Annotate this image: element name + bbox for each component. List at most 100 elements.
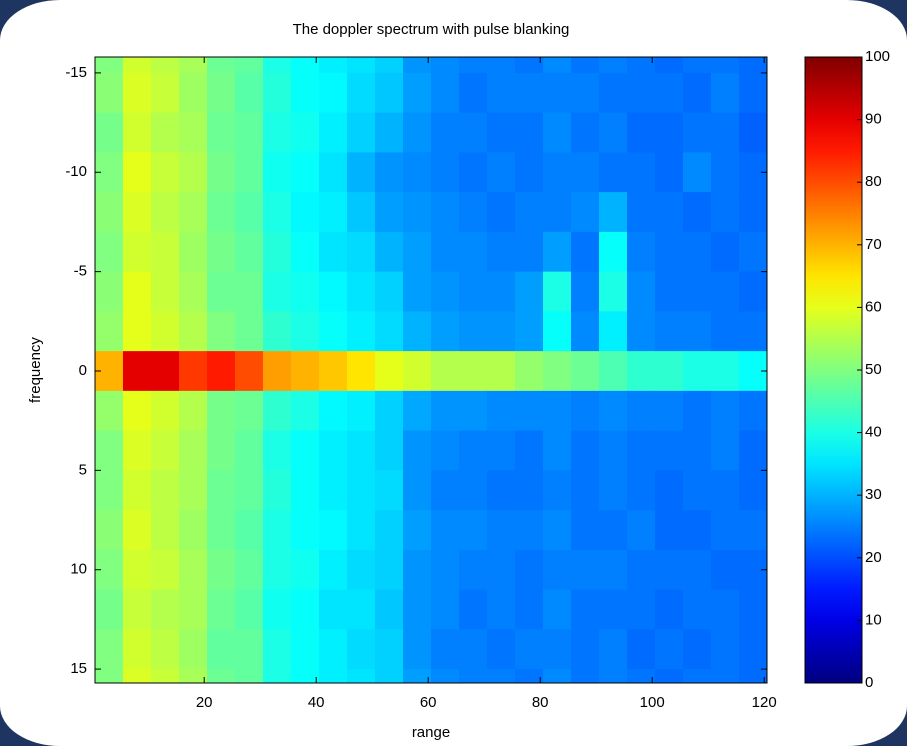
heatmap-cell	[543, 152, 572, 193]
heatmap-cell	[95, 669, 124, 683]
heatmap-cell	[347, 231, 376, 273]
heatmap-cell	[487, 112, 516, 153]
heatmap-cell	[515, 351, 544, 392]
heatmap-cell	[291, 57, 320, 74]
heatmap-cell	[347, 72, 376, 114]
heatmap-cell	[627, 231, 656, 273]
heatmap-cell	[319, 57, 348, 74]
heatmap-cell	[123, 390, 152, 432]
heatmap-cell	[235, 470, 264, 511]
heatmap-cell	[347, 57, 376, 74]
heatmap-cell	[459, 192, 488, 233]
heatmap-cell	[179, 669, 208, 683]
heatmap-cell	[711, 57, 740, 74]
heatmap-cell	[571, 549, 600, 591]
heatmap-cell	[515, 72, 544, 114]
heatmap-cell	[151, 549, 180, 591]
heatmap-cell	[431, 510, 460, 551]
heatmap-cell	[655, 589, 684, 630]
heatmap-cell	[347, 271, 376, 312]
heatmap-cell	[123, 351, 152, 392]
colorbar-tick-label: 20	[865, 549, 882, 566]
y-tick-label: -15	[65, 64, 87, 81]
heatmap-cell	[599, 470, 628, 511]
heatmap-cell	[599, 629, 628, 670]
heatmap-cell	[599, 510, 628, 551]
heatmap-cell	[459, 57, 488, 74]
heatmap-cell	[403, 470, 432, 511]
heatmap-cell	[151, 72, 180, 114]
heatmap-cell	[235, 152, 264, 193]
heatmap-cell	[179, 430, 208, 471]
heatmap-cell	[459, 470, 488, 511]
heatmap-cell	[515, 549, 544, 591]
heatmap-cell	[123, 589, 152, 630]
heatmap-cell	[263, 231, 292, 273]
heatmap-cell	[571, 311, 600, 352]
heatmap-cell	[151, 470, 180, 511]
heatmap-cell	[683, 510, 712, 551]
heatmap-cell	[683, 152, 712, 193]
heatmap-cell	[123, 192, 152, 233]
heatmap-cell	[375, 311, 404, 352]
heatmap-cell	[179, 271, 208, 312]
heatmap-cell	[599, 271, 628, 312]
heatmap-cell	[599, 390, 628, 432]
heatmap-cell	[627, 311, 656, 352]
heatmap-cell	[403, 57, 432, 74]
heatmap-cell	[319, 271, 348, 312]
heatmap-cell	[403, 231, 432, 273]
heatmap-cell	[95, 271, 124, 312]
heatmap-cell	[655, 152, 684, 193]
heatmap-cell	[319, 72, 348, 114]
heatmap-cell	[179, 390, 208, 432]
heatmap-cell	[403, 669, 432, 683]
heatmap-cell	[627, 57, 656, 74]
heatmap-cell	[207, 470, 236, 511]
heatmap-cell	[459, 231, 488, 273]
heatmap-cell	[179, 112, 208, 153]
heatmap-cell	[179, 311, 208, 352]
heatmap-cell	[375, 390, 404, 432]
heatmap-cell	[207, 57, 236, 74]
heatmap-cell	[235, 192, 264, 233]
heatmap-cell	[515, 231, 544, 273]
heatmap-cell	[683, 629, 712, 670]
heatmap-cell	[431, 311, 460, 352]
heatmap-cell	[95, 589, 124, 630]
heatmap-cell	[515, 311, 544, 352]
heatmap-cell	[347, 470, 376, 511]
heatmap-cell	[179, 192, 208, 233]
y-axis-label: frequency	[27, 337, 44, 403]
heatmap-cell	[347, 112, 376, 153]
heatmap-cell	[95, 72, 124, 114]
heatmap-cell	[263, 112, 292, 153]
heatmap-cell	[151, 390, 180, 432]
heatmap-cell	[683, 390, 712, 432]
heatmap	[95, 57, 767, 683]
heatmap-cell	[179, 57, 208, 74]
heatmap-cell	[235, 311, 264, 352]
x-tick-label: 80	[532, 694, 549, 711]
heatmap-cell	[375, 231, 404, 273]
heatmap-cell	[739, 669, 767, 683]
heatmap-cell	[599, 112, 628, 153]
heatmap-cell	[655, 271, 684, 312]
heatmap-cell	[543, 589, 572, 630]
heatmap-cell	[459, 351, 488, 392]
heatmap-cell	[291, 351, 320, 392]
heatmap-cell	[431, 390, 460, 432]
heatmap-cell	[739, 430, 767, 471]
heatmap-cell	[319, 510, 348, 551]
heatmap-cell	[291, 669, 320, 683]
heatmap-cell	[543, 430, 572, 471]
heatmap-cell	[263, 390, 292, 432]
heatmap-cell	[543, 629, 572, 670]
heatmap-cell	[319, 112, 348, 153]
heatmap-cell	[515, 390, 544, 432]
heatmap-cell	[375, 589, 404, 630]
heatmap-cell	[123, 271, 152, 312]
heatmap-cell	[151, 311, 180, 352]
heatmap-cell	[655, 510, 684, 551]
heatmap-cell	[487, 192, 516, 233]
